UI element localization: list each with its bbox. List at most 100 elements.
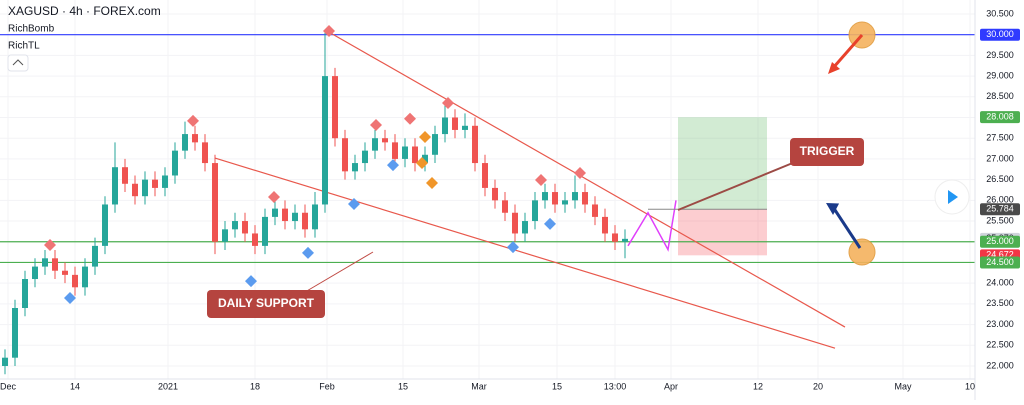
candle-body — [202, 142, 208, 164]
indicator: RichBomb — [8, 24, 55, 35]
candle-body — [282, 208, 288, 222]
y-tick-label: 25.500 — [986, 215, 1014, 225]
candle-body — [442, 117, 448, 135]
x-tick-label: 2021 — [158, 381, 178, 391]
icon — [12, 59, 24, 66]
candle-body — [602, 216, 608, 234]
price-label: 24.500 — [986, 257, 1014, 267]
signal-diamond — [302, 246, 314, 259]
candle-body — [12, 308, 18, 358]
signal-diamond — [544, 217, 556, 230]
trend-line — [214, 157, 836, 349]
x-tick-label: 12 — [753, 381, 763, 391]
x-tick-label: Mar — [471, 381, 487, 391]
candle-body — [172, 150, 178, 176]
candle-body — [582, 192, 588, 205]
candle-body — [232, 221, 238, 230]
collapse-button[interactable] — [7, 54, 29, 72]
y-tick-label: 27.500 — [986, 133, 1014, 143]
y-tick-label: 28.500 — [986, 91, 1014, 101]
price-label: 25.784 — [986, 204, 1014, 214]
candle-body — [302, 212, 308, 230]
y-tick-label: 29.000 — [986, 70, 1014, 80]
chart-title: XAGUSD · 4h · FOREX.com — [8, 4, 161, 18]
candle-body — [162, 175, 168, 188]
candle-body — [192, 134, 198, 143]
x-tick-label: 18 — [250, 381, 260, 391]
candle-body — [382, 138, 388, 143]
signal-diamond — [416, 157, 428, 170]
price-label: 28.008 — [986, 112, 1014, 122]
x-tick-label: 13:00 — [604, 381, 627, 391]
y-tick-label: 23.000 — [986, 319, 1014, 329]
signal-diamond — [44, 239, 56, 252]
candle-body — [152, 179, 158, 188]
signal-diamond — [268, 191, 280, 204]
callout-line — [299, 251, 374, 296]
candle-body — [102, 204, 108, 246]
target-circle — [848, 238, 876, 266]
profit-zone — [678, 117, 767, 210]
signal-diamond — [245, 275, 257, 288]
candle-body — [522, 221, 528, 234]
candle-body — [142, 179, 148, 197]
candle-body — [122, 167, 128, 184]
arrow — [831, 206, 862, 249]
candle-body — [512, 212, 518, 234]
candle-body — [112, 167, 118, 205]
candle-body — [322, 76, 328, 205]
candle-body — [222, 229, 228, 242]
indicator: RichTL — [8, 41, 40, 52]
callout — [790, 138, 864, 166]
y-tick-label: 26.500 — [986, 174, 1014, 184]
candle-body — [482, 163, 488, 188]
signal-diamond — [323, 24, 335, 37]
price-label: 30.000 — [986, 29, 1014, 39]
candle-body — [72, 274, 78, 288]
callout-text: DAILY SUPPORT — [218, 296, 315, 310]
y-tick-label: 24.000 — [986, 278, 1014, 288]
y-tick-label: 27.000 — [986, 153, 1014, 163]
candle-body — [352, 163, 358, 172]
y-tick-label: 26.000 — [986, 195, 1014, 205]
signal-diamond — [419, 130, 431, 143]
signal-diamond — [187, 114, 199, 127]
candle-body — [362, 150, 368, 164]
x-tick-label: Dec — [0, 381, 16, 391]
candle-body — [422, 154, 428, 164]
candle-body — [22, 279, 28, 309]
candle-body — [472, 125, 478, 164]
loss-zone — [678, 209, 767, 256]
candle-body — [492, 187, 498, 201]
y-tick-label: 29.500 — [986, 50, 1014, 60]
signal-diamond — [370, 118, 382, 131]
plot-area — [0, 0, 975, 379]
candle-body — [622, 238, 628, 242]
signal-diamond — [404, 112, 416, 125]
candle-body — [32, 266, 38, 280]
candle-body — [452, 117, 458, 130]
y-tick-label: 22.500 — [986, 340, 1014, 350]
candle-body — [132, 183, 138, 197]
candle-body — [42, 258, 48, 267]
x-tick-label: 20 — [813, 381, 823, 391]
icon — [948, 190, 958, 204]
candle-body — [92, 245, 98, 267]
trend-line — [326, 30, 846, 328]
callout-text: TRIGGER — [800, 144, 855, 158]
candle-body — [272, 208, 278, 217]
x-tick-label: 15 — [398, 381, 408, 391]
price-label-box — [980, 203, 1020, 216]
candle-body — [462, 125, 468, 130]
candle-body — [292, 212, 298, 222]
callout — [207, 290, 325, 318]
candle-body — [562, 200, 568, 205]
candle-body — [592, 204, 598, 217]
candle-body — [532, 200, 538, 222]
signal-diamond — [426, 176, 438, 189]
price-label: 25.000 — [986, 236, 1014, 246]
price-label-box — [980, 28, 1020, 41]
x-tick-label: 10 — [965, 381, 975, 391]
projection — [627, 200, 677, 252]
